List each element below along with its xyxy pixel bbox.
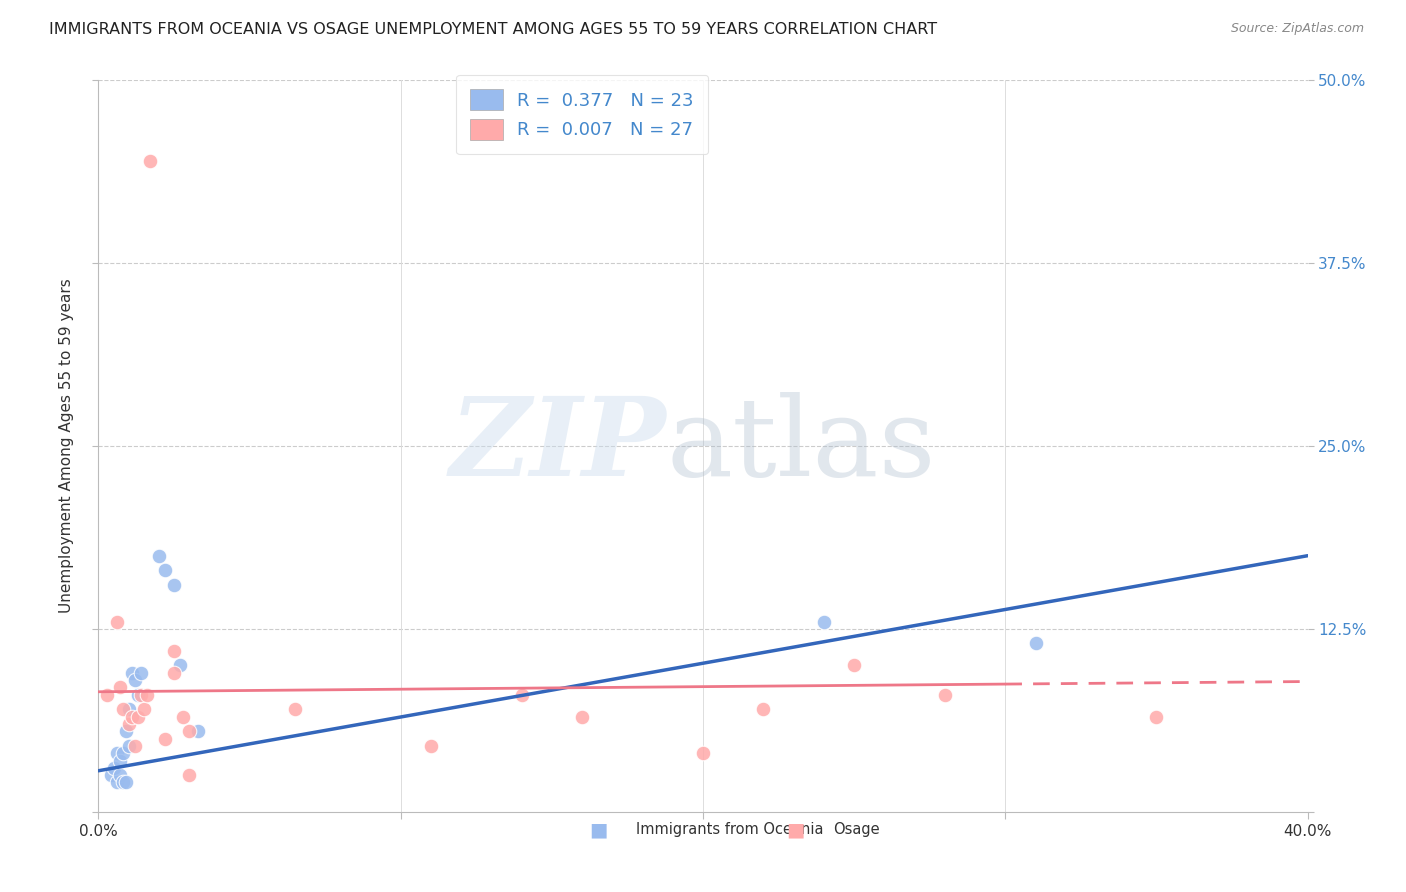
Point	[127, 709, 149, 723]
Point	[114, 775, 136, 789]
Point	[108, 754, 131, 768]
Point	[100, 768, 122, 782]
Point	[105, 746, 128, 760]
Point	[118, 717, 141, 731]
Text: Osage: Osage	[832, 822, 880, 837]
Point	[153, 563, 176, 577]
Legend: R =  0.377   N = 23, R =  0.007   N = 27: R = 0.377 N = 23, R = 0.007 N = 27	[456, 75, 709, 154]
Point	[129, 665, 152, 680]
Point	[121, 665, 143, 680]
Point	[118, 702, 141, 716]
Point	[172, 709, 194, 723]
Point	[813, 615, 835, 629]
Point	[105, 775, 128, 789]
Point	[124, 673, 146, 687]
Point	[571, 709, 593, 723]
Text: Source: ZipAtlas.com: Source: ZipAtlas.com	[1230, 22, 1364, 36]
Point	[420, 739, 443, 753]
Point	[163, 665, 186, 680]
Point	[163, 644, 186, 658]
Point	[111, 746, 134, 760]
Point	[169, 658, 191, 673]
Point	[135, 688, 157, 702]
Point	[114, 724, 136, 739]
Point	[752, 702, 775, 716]
Point	[132, 702, 155, 716]
Point	[1024, 636, 1046, 650]
Point	[179, 768, 201, 782]
Point	[124, 739, 146, 753]
Point	[139, 153, 162, 168]
Point	[692, 746, 714, 760]
Point	[148, 549, 170, 563]
Point	[108, 681, 131, 695]
Text: ■: ■	[589, 820, 607, 839]
Point	[121, 709, 143, 723]
Point	[129, 688, 152, 702]
Point	[127, 688, 149, 702]
Point	[844, 658, 866, 673]
Text: Immigrants from Oceania: Immigrants from Oceania	[636, 822, 824, 837]
Point	[118, 739, 141, 753]
Point	[153, 731, 176, 746]
Text: ZIP: ZIP	[450, 392, 666, 500]
Point	[105, 615, 128, 629]
Point	[108, 768, 131, 782]
Text: atlas: atlas	[666, 392, 936, 500]
Point	[163, 578, 186, 592]
Y-axis label: Unemployment Among Ages 55 to 59 years: Unemployment Among Ages 55 to 59 years	[59, 278, 75, 614]
Point	[103, 761, 125, 775]
Text: ■: ■	[786, 820, 806, 839]
Point	[111, 775, 134, 789]
Point	[111, 702, 134, 716]
Point	[187, 724, 209, 739]
Point	[179, 724, 201, 739]
Point	[284, 702, 307, 716]
Point	[96, 688, 118, 702]
Text: IMMIGRANTS FROM OCEANIA VS OSAGE UNEMPLOYMENT AMONG AGES 55 TO 59 YEARS CORRELAT: IMMIGRANTS FROM OCEANIA VS OSAGE UNEMPLO…	[49, 22, 938, 37]
Point	[1144, 709, 1167, 723]
Point	[510, 688, 533, 702]
Point	[934, 688, 956, 702]
